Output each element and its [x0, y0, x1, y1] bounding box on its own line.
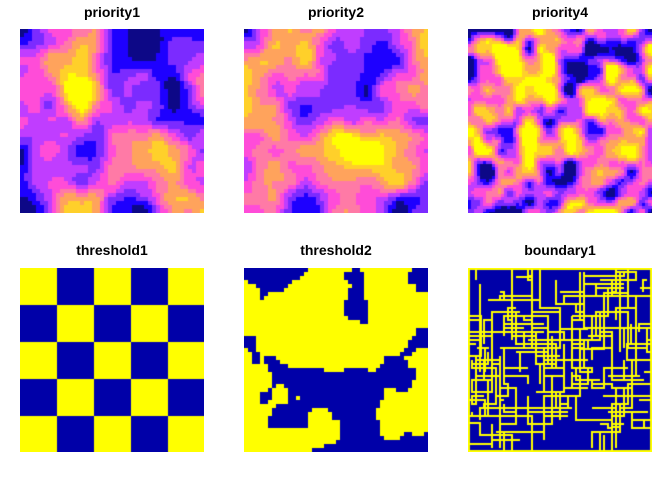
raster-canvas: [20, 268, 204, 452]
raster-canvas: [244, 268, 428, 452]
panel-title-priority4: priority4: [468, 4, 652, 20]
raster-threshold1: [20, 268, 204, 452]
raster-canvas: [20, 29, 204, 213]
raster-threshold2: [244, 268, 428, 452]
panel-title-priority1: priority1: [20, 4, 204, 20]
raster-priority1: [20, 29, 204, 213]
raster-boundary1: [468, 268, 652, 452]
raster-canvas: [244, 29, 428, 213]
panel-title-boundary1: boundary1: [468, 242, 652, 258]
raster-canvas: [468, 268, 652, 452]
panel-title-threshold1: threshold1: [20, 242, 204, 258]
panel-title-priority2: priority2: [244, 4, 428, 20]
panel-title-threshold2: threshold2: [244, 242, 428, 258]
raster-priority2: [244, 29, 428, 213]
raster-canvas: [468, 29, 652, 213]
raster-priority4: [468, 29, 652, 213]
